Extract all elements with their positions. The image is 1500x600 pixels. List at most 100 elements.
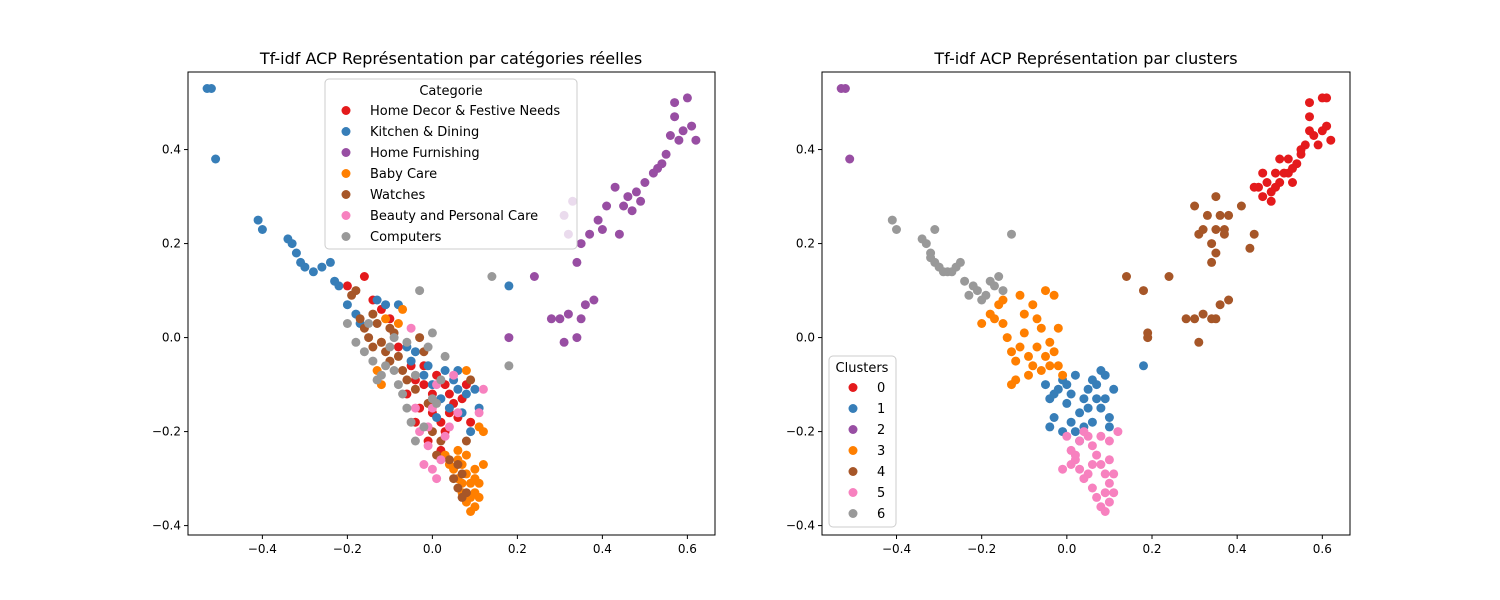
point-series-0-1 bbox=[1322, 93, 1332, 103]
legend-marker bbox=[848, 446, 858, 455]
point-series-0-3 bbox=[1305, 112, 1314, 122]
legend-marker bbox=[341, 127, 351, 136]
point-series-4-16 bbox=[1198, 309, 1208, 319]
point-series-4-0 bbox=[355, 314, 365, 324]
point-series-2-20 bbox=[504, 333, 514, 343]
point-series-4-22 bbox=[461, 488, 471, 498]
point-series-6-27 bbox=[389, 333, 399, 343]
point-series-3-21 bbox=[1041, 286, 1050, 296]
point-series-3-8 bbox=[1019, 328, 1029, 338]
point-series-6-16 bbox=[415, 286, 425, 296]
point-series-3-16 bbox=[1053, 361, 1063, 371]
point-series-4-12 bbox=[1219, 225, 1229, 234]
point-series-1-28 bbox=[461, 389, 471, 399]
legend-label: 3 bbox=[877, 444, 885, 459]
point-series-4-3 bbox=[368, 309, 378, 319]
y-tick-label: −0.2 bbox=[152, 425, 181, 439]
point-series-3-5 bbox=[1007, 347, 1016, 357]
point-series-3-20 bbox=[1028, 300, 1038, 310]
x-tick-label: −0.4 bbox=[882, 542, 911, 556]
point-series-1-9 bbox=[1079, 394, 1089, 404]
point-series-3-15 bbox=[1049, 347, 1059, 357]
point-series-6-13 bbox=[972, 286, 982, 296]
point-series-4-19 bbox=[449, 474, 459, 484]
point-series-0-27 bbox=[1305, 126, 1314, 136]
point-series-3-13 bbox=[1041, 351, 1050, 361]
point-series-1-8 bbox=[1075, 408, 1085, 418]
point-series-5-3 bbox=[1075, 464, 1085, 474]
point-series-2-30 bbox=[678, 126, 688, 136]
point-series-2-14 bbox=[576, 239, 586, 249]
point-series-5-28 bbox=[1087, 460, 1097, 469]
point-series-3-14 bbox=[1045, 337, 1055, 347]
point-series-3-0 bbox=[977, 319, 987, 328]
point-series-3-19 bbox=[1011, 375, 1021, 385]
point-series-4-12 bbox=[410, 384, 420, 394]
point-series-1-1 bbox=[206, 84, 216, 93]
point-series-0-21 bbox=[1249, 182, 1259, 192]
point-series-2-25 bbox=[580, 300, 590, 310]
axes-frame bbox=[821, 71, 1351, 536]
point-series-0-0 bbox=[342, 281, 352, 291]
point-series-6-24 bbox=[926, 253, 936, 263]
point-series-0-28 bbox=[1288, 178, 1297, 187]
y-tick-label: 0.0 bbox=[796, 331, 815, 345]
point-series-3-17 bbox=[1058, 370, 1068, 380]
point-series-1-24 bbox=[1049, 389, 1059, 399]
point-series-6-3 bbox=[921, 239, 931, 249]
point-series-5-11 bbox=[1109, 488, 1119, 498]
point-series-6-3 bbox=[368, 356, 378, 366]
point-series-0-1 bbox=[359, 272, 369, 281]
point-series-4-6 bbox=[1207, 239, 1217, 249]
point-series-4-3 bbox=[1224, 210, 1234, 220]
legend-label: Computers bbox=[370, 230, 442, 245]
point-series-5-9 bbox=[444, 422, 454, 432]
point-series-3-8 bbox=[474, 492, 484, 502]
point-series-2-15 bbox=[572, 257, 582, 267]
point-series-1-7 bbox=[291, 248, 301, 258]
x-axis: −0.4 −0.2 0.0 0.2 0.4 0.6 bbox=[248, 535, 697, 556]
point-series-1-11 bbox=[317, 262, 327, 272]
point-series-1-13 bbox=[1096, 403, 1106, 413]
legend-label: Kitchen & Dining bbox=[370, 125, 479, 140]
point-series-1-6 bbox=[287, 239, 297, 249]
point-series-5-19 bbox=[1075, 436, 1085, 446]
point-series-4-28 bbox=[1249, 229, 1259, 239]
point-series-6-23 bbox=[402, 337, 412, 347]
point-series-6-20 bbox=[930, 225, 940, 234]
point-series-4-17 bbox=[1211, 314, 1221, 324]
point-series-5-29 bbox=[1100, 488, 1110, 498]
point-series-5-13 bbox=[1100, 469, 1110, 479]
legend-label: Watches bbox=[370, 188, 425, 203]
points-layer bbox=[836, 84, 1336, 516]
point-series-1-30 bbox=[1139, 361, 1148, 371]
y-tick-label: 0.4 bbox=[796, 143, 815, 157]
point-series-6-10 bbox=[402, 403, 412, 413]
point-series-4-9 bbox=[393, 351, 403, 361]
point-series-5-12 bbox=[1104, 478, 1114, 488]
point-series-3-23 bbox=[1015, 290, 1025, 300]
legend-marker bbox=[848, 425, 858, 434]
point-series-6-11 bbox=[960, 276, 970, 286]
point-series-4-21 bbox=[1164, 272, 1174, 281]
point-series-0-7 bbox=[1326, 135, 1336, 145]
point-series-6-20 bbox=[504, 361, 514, 371]
point-series-2-34 bbox=[636, 196, 646, 206]
point-series-0-7 bbox=[419, 380, 429, 390]
point-series-5-11 bbox=[474, 408, 484, 418]
point-series-1-23 bbox=[419, 370, 429, 380]
point-series-3-27 bbox=[1024, 370, 1033, 380]
x-tick-label: 0.0 bbox=[423, 542, 442, 556]
point-series-0-2 bbox=[1305, 98, 1314, 108]
point-series-0-19 bbox=[1258, 192, 1268, 202]
point-series-6-7 bbox=[389, 366, 399, 375]
y-tick-label: 0.2 bbox=[162, 237, 181, 251]
point-series-1-6 bbox=[1066, 417, 1076, 427]
point-series-1-37 bbox=[432, 413, 442, 422]
point-series-5-5 bbox=[1083, 469, 1093, 479]
point-series-1-15 bbox=[342, 300, 352, 310]
x-tick-label: 0.4 bbox=[1228, 542, 1247, 556]
point-series-6-13 bbox=[419, 422, 429, 432]
